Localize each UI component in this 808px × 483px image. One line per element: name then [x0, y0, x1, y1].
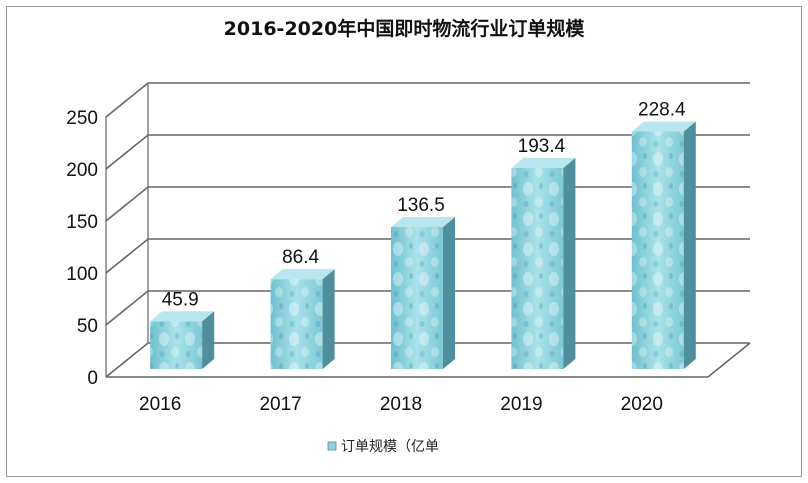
bar-side: [202, 311, 215, 369]
data-label: 45.9: [162, 289, 199, 310]
bar-top: [270, 269, 335, 280]
data-label: 86.4: [282, 247, 319, 268]
x-tick-label: 2018: [380, 394, 422, 415]
bar: [150, 311, 215, 369]
x-tick-label: 2016: [139, 394, 181, 415]
bar: [631, 121, 696, 370]
y-tick-label: 200: [66, 160, 98, 181]
bar-texture: [150, 321, 203, 369]
y-tick-label: 100: [66, 264, 98, 285]
bars-layer: [150, 121, 696, 370]
bar-top: [391, 217, 455, 228]
data-label: 193.4: [518, 136, 566, 157]
y-tick-label: 0: [87, 368, 98, 389]
y-tick-label: 50: [77, 316, 98, 337]
bar-texture: [391, 227, 443, 369]
bar-top: [631, 121, 696, 132]
data-label: 136.5: [397, 195, 445, 216]
bar-side: [443, 217, 455, 369]
bar-side: [563, 157, 576, 369]
bar-texture: [631, 131, 684, 369]
bar: [391, 217, 455, 369]
y-tick-label: 150: [66, 212, 98, 233]
bar-top: [511, 157, 576, 168]
x-tick-label: 2019: [500, 394, 542, 415]
bar-top: [150, 311, 215, 322]
x-tick-label: 2017: [259, 394, 301, 415]
labels-layer: 45.9 2016 86.4 2017 136.5 2018 193.4 2019 228.4 2…: [139, 99, 686, 415]
bar: [511, 157, 576, 369]
chart-title: 2016-2020年中国即时物流行业订单规模: [223, 18, 585, 40]
x-tick-label: 2020: [621, 394, 663, 415]
bar-side: [683, 121, 696, 370]
legend-label: 订单规模（亿单: [341, 439, 439, 455]
data-label: 228.4: [638, 99, 686, 120]
y-tick-label: 250: [66, 108, 98, 129]
bar-texture: [270, 279, 323, 369]
legend: 订单规模（亿单: [327, 439, 439, 455]
bar-texture: [511, 167, 564, 369]
floor-right-edge: [707, 342, 751, 378]
bar-side: [322, 269, 335, 369]
bar: [270, 269, 335, 369]
legend-swatch: [327, 441, 337, 451]
